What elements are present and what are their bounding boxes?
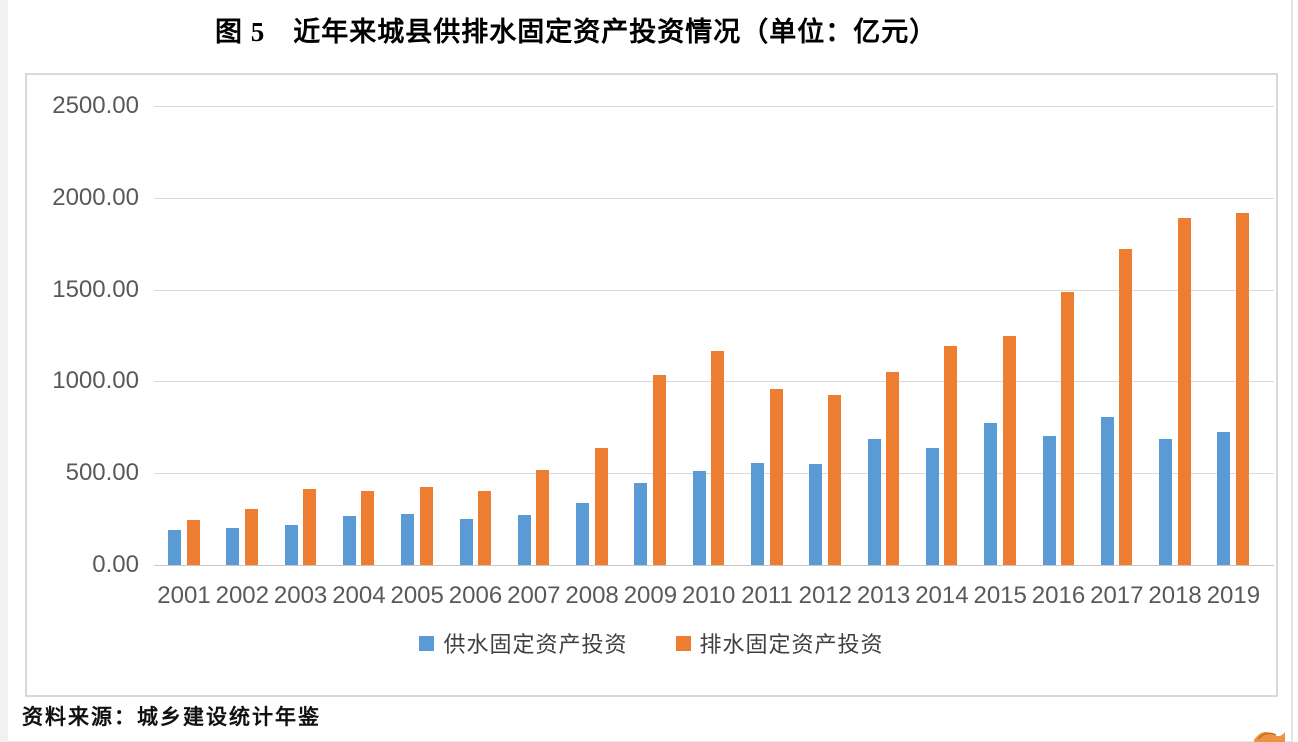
x-axis-tick-label: 2003 (273, 582, 328, 609)
bar-2014-water-supply (925, 448, 939, 565)
chart-legend: 供水固定资产投资 排水固定资产投资 (27, 627, 1276, 659)
bar-2010-drainage (711, 351, 725, 565)
bar-2010-water-supply (692, 471, 706, 565)
bar-2007-drainage (536, 470, 550, 565)
bar-2018-drainage (1177, 218, 1191, 565)
x-axis-tick-label: 2007 (507, 582, 561, 609)
bar-2006-drainage (478, 491, 491, 565)
bar-2005-water-supply (401, 514, 415, 565)
x-axis-tick-label: 2004 (332, 582, 386, 609)
bar-2011-water-supply (751, 463, 764, 565)
x-axis-tick-label: 2002 (215, 582, 269, 609)
x-axis-tick-label: 2012 (798, 582, 852, 609)
bar-2004-water-supply (342, 516, 356, 565)
page-right-edge (1291, 0, 1293, 742)
legend-label-water-supply: 供水固定资产投资 (443, 632, 628, 657)
bar-2008-water-supply (576, 503, 590, 565)
legend-item-water-supply: 供水固定资产投资 (419, 627, 627, 659)
legend-item-drainage: 排水固定资产投资 (675, 627, 884, 659)
x-axis-tick-label: 2017 (1090, 582, 1144, 609)
y-axis-tick-label: 1500.00 (52, 275, 139, 303)
bar-2003-water-supply (284, 525, 298, 565)
bar-2003-drainage (303, 489, 317, 565)
x-axis-tick-label: 2008 (565, 582, 619, 609)
bar-2017-drainage (1119, 249, 1133, 565)
bar-2019-water-supply (1217, 432, 1231, 565)
y-axis-tick-label: 2000.00 (52, 183, 139, 211)
page-left-edge (0, 0, 8, 742)
bar-2011-drainage (769, 389, 783, 565)
x-axis-tick-label: 2010 (681, 582, 736, 609)
gridline-2000 (154, 197, 1274, 199)
bar-2006-water-supply (459, 519, 473, 565)
bar-2005-drainage (419, 487, 433, 565)
x-axis-tick-label: 2006 (448, 582, 503, 609)
bar-2012-water-supply (809, 464, 823, 565)
bar-2015-drainage (1002, 336, 1016, 565)
x-axis-tick-label: 2015 (973, 582, 1027, 609)
page-corner-mark (1254, 732, 1285, 742)
bar-2013-water-supply (867, 439, 881, 565)
bar-2002-water-supply (226, 528, 240, 565)
x-axis-tick-label: 2016 (1031, 582, 1086, 609)
bar-2015-water-supply (984, 423, 998, 565)
bar-2008-drainage (594, 448, 608, 565)
legend-swatch-water-supply (419, 635, 435, 651)
y-axis-tick-label: 1000.00 (52, 367, 139, 395)
x-axis-tick-label: 2018 (1148, 582, 1202, 609)
chart-area: 0.00 500.00 1000.00 1500.00 2000.00 2500.00 20… (25, 73, 1278, 697)
x-axis-tick-label: 2005 (390, 582, 444, 609)
x-axis-tick-label: 2009 (623, 582, 678, 609)
x-axis-tick-label: 2014 (915, 582, 969, 609)
bar-2016-water-supply (1042, 436, 1056, 565)
legend-swatch-drainage (675, 635, 691, 651)
bar-2019-drainage (1235, 213, 1249, 565)
x-axis-tick-label: 2001 (157, 582, 211, 609)
x-axis-line (154, 565, 1274, 566)
bar-2007-water-supply (517, 515, 531, 565)
bar-2001-drainage (186, 520, 200, 565)
bar-2009-water-supply (634, 483, 648, 565)
x-axis-tick-label: 2011 (741, 582, 793, 609)
gridline-2500 (154, 106, 1274, 107)
bar-2009-drainage (652, 375, 666, 565)
bar-2016-drainage (1061, 292, 1074, 565)
bar-2001-water-supply (168, 530, 181, 565)
data-source-note: 资料来源：城乡建设统计年鉴 (22, 705, 321, 729)
bar-2002-drainage (244, 509, 258, 565)
y-axis-tick-label: 0.00 (92, 551, 139, 578)
x-axis-tick-label: 2013 (856, 582, 911, 609)
figure-title: 图 5 近年来城县供排水固定资产投资情况（单位：亿元） (215, 17, 938, 47)
gridline-1500 (154, 289, 1274, 291)
bar-2012-drainage (827, 395, 841, 565)
bar-2004-drainage (361, 491, 375, 565)
y-axis-tick-label: 2500.00 (52, 92, 139, 119)
bar-2017-water-supply (1100, 417, 1114, 565)
bar-2014-drainage (944, 346, 958, 565)
x-axis-tick-label: 2019 (1206, 582, 1261, 609)
bar-2013-drainage (886, 372, 900, 565)
legend-label-drainage: 排水固定资产投资 (699, 632, 884, 657)
bar-2018-water-supply (1159, 439, 1173, 565)
y-axis-tick-label: 500.00 (65, 459, 139, 487)
